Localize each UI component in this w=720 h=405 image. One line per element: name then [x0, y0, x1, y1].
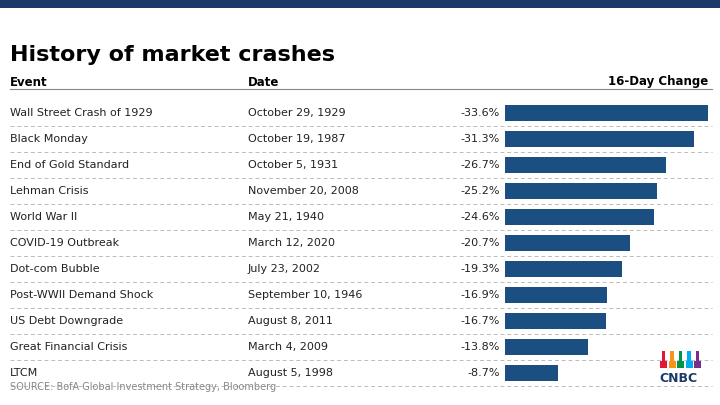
Text: Date: Date	[248, 75, 279, 89]
Text: Great Financial Crisis: Great Financial Crisis	[10, 342, 127, 352]
Text: October 19, 1987: October 19, 1987	[248, 134, 346, 144]
Text: CNBC: CNBC	[659, 373, 697, 386]
Bar	[505, 183, 657, 199]
Bar	[505, 364, 557, 382]
Text: Wall Street Crash of 1929: Wall Street Crash of 1929	[10, 108, 153, 118]
Text: Lehman Crisis: Lehman Crisis	[10, 186, 89, 196]
Text: October 5, 1931: October 5, 1931	[248, 160, 338, 170]
Bar	[696, 351, 699, 363]
Bar	[505, 260, 621, 277]
Bar	[688, 351, 690, 363]
Text: March 12, 2020: March 12, 2020	[248, 238, 335, 248]
Text: -16.9%: -16.9%	[461, 290, 500, 300]
Text: US Debt Downgrade: US Debt Downgrade	[10, 316, 123, 326]
Bar	[505, 157, 666, 173]
Text: May 21, 1940: May 21, 1940	[248, 212, 324, 222]
Text: July 23, 2002: July 23, 2002	[248, 264, 321, 274]
Text: LTCM: LTCM	[10, 368, 38, 378]
Text: -33.6%: -33.6%	[461, 108, 500, 118]
Bar	[685, 361, 693, 368]
Text: History of market crashes: History of market crashes	[10, 45, 335, 65]
Bar	[677, 361, 684, 368]
Bar	[668, 361, 675, 368]
Bar	[505, 339, 588, 356]
Text: August 5, 1998: August 5, 1998	[248, 368, 333, 378]
Bar	[505, 287, 607, 303]
Text: -31.3%: -31.3%	[461, 134, 500, 144]
Bar	[505, 104, 708, 122]
Text: Event: Event	[10, 75, 48, 89]
Text: -26.7%: -26.7%	[461, 160, 500, 170]
Text: -25.2%: -25.2%	[461, 186, 500, 196]
Text: October 29, 1929: October 29, 1929	[248, 108, 346, 118]
Text: -13.8%: -13.8%	[461, 342, 500, 352]
Text: November 20, 2008: November 20, 2008	[248, 186, 359, 196]
Text: World War II: World War II	[10, 212, 77, 222]
Text: September 10, 1946: September 10, 1946	[248, 290, 362, 300]
Text: August 8, 2011: August 8, 2011	[248, 316, 333, 326]
Text: Dot-com Bubble: Dot-com Bubble	[10, 264, 99, 274]
Bar	[670, 351, 674, 363]
Text: -8.7%: -8.7%	[467, 368, 500, 378]
Bar	[679, 351, 683, 363]
Bar	[0, 0, 720, 8]
Text: End of Gold Standard: End of Gold Standard	[10, 160, 129, 170]
Text: COVID-19 Outbreak: COVID-19 Outbreak	[10, 238, 119, 248]
Text: Post-WWII Demand Shock: Post-WWII Demand Shock	[10, 290, 153, 300]
Bar	[505, 313, 606, 329]
Text: 16-Day Change: 16-Day Change	[608, 75, 708, 89]
Text: -16.7%: -16.7%	[461, 316, 500, 326]
Text: -24.6%: -24.6%	[461, 212, 500, 222]
Text: Black Monday: Black Monday	[10, 134, 88, 144]
Bar	[505, 209, 654, 226]
Text: -20.7%: -20.7%	[461, 238, 500, 248]
Bar	[505, 130, 694, 147]
Bar	[660, 361, 667, 368]
Text: March 4, 2009: March 4, 2009	[248, 342, 328, 352]
Bar	[662, 351, 665, 363]
Bar	[505, 234, 630, 252]
Bar	[694, 361, 701, 368]
Text: SOURCE: BofA Global Investment Strategy, Bloomberg: SOURCE: BofA Global Investment Strategy,…	[10, 382, 276, 392]
Text: -19.3%: -19.3%	[461, 264, 500, 274]
